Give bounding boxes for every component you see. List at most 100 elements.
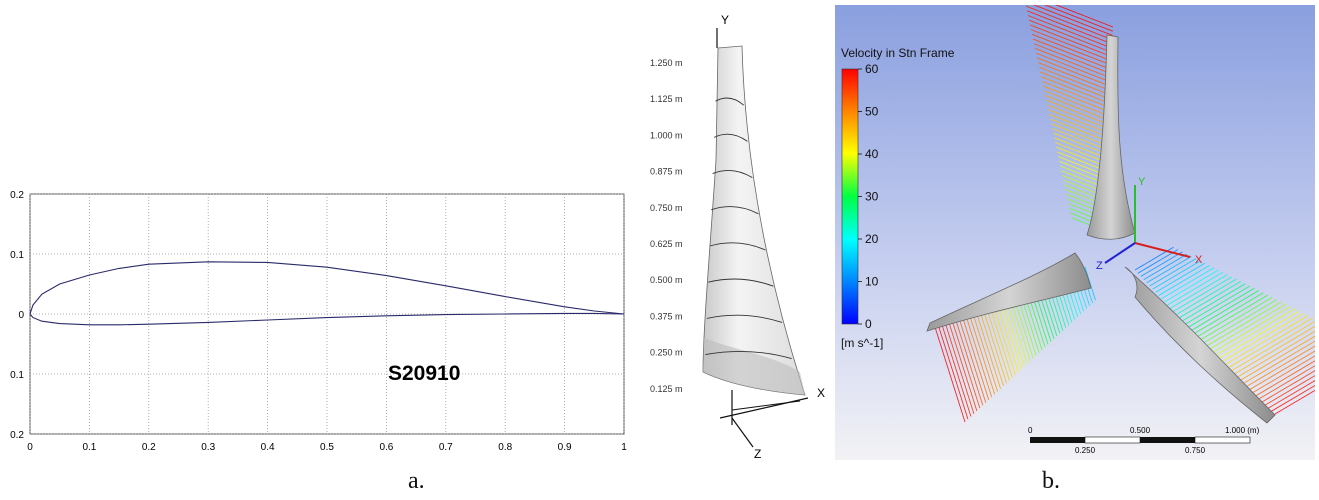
velocity-vector xyxy=(989,305,1013,378)
velocity-vector xyxy=(1045,95,1109,121)
velocity-vector xyxy=(1039,66,1110,96)
velocity-vector xyxy=(995,302,1019,373)
velocity-vector xyxy=(1181,283,1246,322)
velocity-vector xyxy=(1041,76,1110,104)
velocity-vector xyxy=(934,326,966,423)
velocity-vector xyxy=(1049,113,1108,138)
velocity-vector xyxy=(1006,298,1028,365)
velocity-vector xyxy=(961,315,990,400)
velocity-vector xyxy=(1178,281,1242,319)
velocity-vector xyxy=(1140,251,1183,277)
velocity-vector xyxy=(1028,19,1112,53)
velocity-vector xyxy=(1036,57,1111,87)
x-tick-label: 0.7 xyxy=(439,442,453,453)
velocity-vector xyxy=(968,313,996,395)
blade-section-line xyxy=(715,97,745,106)
velocity-vector xyxy=(1269,387,1319,418)
base-line xyxy=(731,400,801,411)
x-tick-label: 0.3 xyxy=(201,442,215,453)
velocity-vector xyxy=(975,310,1002,389)
caption-a: a. xyxy=(408,468,425,494)
velocity-vector xyxy=(951,320,981,409)
legend-tick-label: 30 xyxy=(865,190,879,204)
station-label: 1.000 m xyxy=(650,130,683,140)
velocity-vector xyxy=(1032,38,1112,70)
blade-section-line xyxy=(709,242,766,251)
velocity-vector xyxy=(1205,301,1282,348)
velocity-vector xyxy=(1202,299,1277,344)
triad-x-label: X xyxy=(1195,254,1203,266)
velocity-vector xyxy=(1258,367,1319,405)
velocity-vector xyxy=(1048,109,1108,134)
caption-b: b. xyxy=(1042,468,1060,494)
scale-label-0: 0 xyxy=(1028,426,1033,435)
station-label: 1.125 m xyxy=(650,94,683,104)
x-axis xyxy=(719,397,809,419)
x-tick-label: 0.8 xyxy=(498,442,512,453)
velocity-vector xyxy=(1158,265,1210,296)
velocity-vector xyxy=(1199,296,1273,341)
blade-section-line xyxy=(712,169,753,178)
velocity-vector xyxy=(1161,267,1215,300)
airfoil-name-label: S20910 xyxy=(388,362,460,385)
velocity-vector xyxy=(1175,278,1237,316)
blade-section-line xyxy=(706,314,783,323)
velocity-vector xyxy=(1246,348,1319,392)
airfoil-chart: 0 0.1 0.2 0.3 0.4 0.5 0.6 0.7 0.8 0.9 1 0.2 0.1 0 0.1… xyxy=(10,190,627,453)
velocity-vector xyxy=(1149,258,1197,287)
velocity-vector xyxy=(1050,118,1108,142)
blade-root-shading xyxy=(703,338,805,395)
cfd-view-panel: Y X Z Velocity in Stn Frame 60 50 40 30 20 10… xyxy=(835,0,1319,460)
x-tick-label: 1 xyxy=(621,442,627,453)
velocity-vector xyxy=(965,314,993,398)
velocity-vector xyxy=(1208,303,1286,351)
lower-surface-line xyxy=(29,312,625,326)
velocity-vector xyxy=(1042,0,1114,28)
velocity-vector xyxy=(941,324,972,417)
station-label: 0.250 m xyxy=(650,348,683,358)
velocity-vector xyxy=(999,300,1022,370)
cfd-view: Y X Z Velocity in Stn Frame 60 50 40 30 20 10… xyxy=(835,0,1319,460)
y-tick-label: 0.1 xyxy=(10,250,24,261)
y-tick-label: 0.2 xyxy=(10,190,24,201)
velocity-vector xyxy=(1034,48,1111,79)
velocity-vector xyxy=(1137,249,1179,274)
y-tick-label: 0.2 xyxy=(10,430,24,441)
velocity-vector xyxy=(1169,274,1228,309)
blade-section-line xyxy=(708,278,774,287)
velocity-vector xyxy=(1029,24,1112,58)
scale-label-0250: 0.250 xyxy=(1075,446,1096,455)
velocity-vector xyxy=(1155,262,1206,293)
scale-bar: 0 0.500 1.000 (m) 0.250 0.750 xyxy=(1028,426,1260,455)
scale-label-1000: 1.000 (m) xyxy=(1225,426,1260,435)
legend-tick-label: 10 xyxy=(865,275,879,289)
x-tick-label: 0.4 xyxy=(261,442,275,453)
legend-tick-label: 60 xyxy=(865,62,879,76)
blade-model: Y 1.250 m 1.125 m 1.000 m 0.875 m 0.750 m 0.6… xyxy=(650,13,825,461)
z-axis-diagonal xyxy=(731,417,754,448)
blade-lower-left xyxy=(926,252,1092,332)
velocity-vector xyxy=(1222,315,1309,367)
velocity-vector xyxy=(1184,285,1251,325)
velocity-vector xyxy=(1024,0,1113,36)
velocity-vector xyxy=(1190,290,1260,332)
blade-model-panel: Y 1.250 m 1.125 m 1.000 m 0.875 m 0.750 m 0.6… xyxy=(640,0,840,470)
velocity-vector xyxy=(1051,123,1108,146)
x-tick-label: 0.1 xyxy=(82,442,96,453)
velocity-vector xyxy=(1249,353,1319,396)
x-tick-label: 0.9 xyxy=(558,442,572,453)
station-label: 0.125 m xyxy=(650,384,683,394)
velocity-vector xyxy=(1042,80,1110,108)
blade-upper xyxy=(1086,34,1136,240)
velocity-vector xyxy=(1057,151,1107,172)
velocity-vector xyxy=(1146,255,1192,284)
velocity-vector xyxy=(982,307,1007,384)
velocity-vector xyxy=(1043,85,1109,113)
y-tick-label: 0.1 xyxy=(10,370,24,381)
velocity-vector xyxy=(1196,294,1269,338)
velocity-vector xyxy=(944,322,975,414)
triad-z-label: Z xyxy=(1096,260,1103,272)
legend-tick-label: 20 xyxy=(865,232,879,246)
x-tick-label: 0.5 xyxy=(320,442,334,453)
velocity-vector xyxy=(1052,127,1108,151)
